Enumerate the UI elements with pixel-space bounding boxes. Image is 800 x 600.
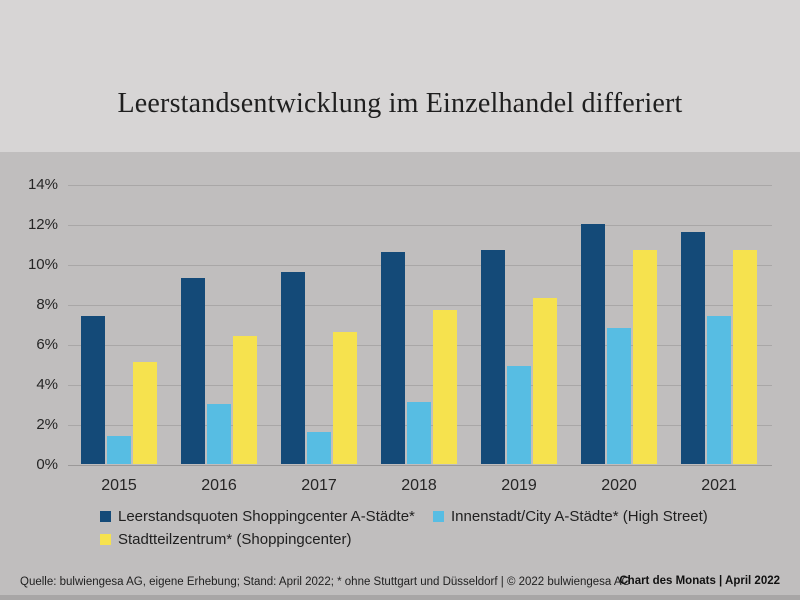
bar-2018-shoppingcenter bbox=[381, 252, 405, 464]
y-axis-tick-label: 0% bbox=[36, 456, 58, 473]
bar-2015-highstreet bbox=[107, 436, 131, 464]
bar-2017-highstreet bbox=[307, 432, 331, 464]
y-axis-tick-label: 8% bbox=[36, 296, 58, 313]
gridline-12% bbox=[68, 225, 772, 226]
bar-2021-highstreet bbox=[707, 316, 731, 464]
bar-2016-highstreet bbox=[207, 404, 231, 464]
gridline-6% bbox=[68, 345, 772, 346]
bar-2018-stadtteilzentrum bbox=[433, 310, 457, 464]
legend-item: Innenstadt/City A-Städte* (High Street) bbox=[433, 508, 708, 525]
bottom-divider bbox=[0, 595, 800, 600]
bar-2020-shoppingcenter bbox=[581, 224, 605, 464]
chart-area: 0% 2% 4% 6% 8% 10% 12% 14% 2015 2016 2017 2018 2019 2… bbox=[0, 152, 800, 595]
bar-2016-stadtteilzentrum bbox=[233, 336, 257, 464]
bar-2019-shoppingcenter bbox=[481, 250, 505, 464]
x-axis-label-2017: 2017 bbox=[301, 477, 337, 494]
gridline-0% bbox=[68, 465, 772, 466]
y-axis-tick-label: 10% bbox=[27, 256, 58, 273]
x-axis-label-2015: 2015 bbox=[101, 477, 137, 494]
y-axis-tick-label: 2% bbox=[36, 416, 58, 433]
bar-2017-shoppingcenter bbox=[281, 272, 305, 464]
bar-2016-shoppingcenter bbox=[181, 278, 205, 464]
legend-label: Innenstadt/City A-Städte* (High Street) bbox=[451, 508, 708, 525]
x-axis-label-2018: 2018 bbox=[401, 477, 437, 494]
legend-label: Stadtteilzentrum* (Shoppingcenter) bbox=[118, 531, 352, 548]
bar-2017-stadtteilzentrum bbox=[333, 332, 357, 464]
legend-item: Leerstandsquoten Shoppingcenter A-Städte… bbox=[100, 508, 415, 525]
legend-swatch bbox=[433, 511, 444, 522]
gridline-10% bbox=[68, 265, 772, 266]
plot-area: 0% 2% 4% 6% 8% 10% 12% 14% 2015 2016 2017 2018 2019 2… bbox=[28, 176, 772, 494]
y-axis-tick-label: 6% bbox=[36, 336, 58, 353]
brand-label: Chart des Monats | April 2022 bbox=[619, 575, 780, 587]
bar-2021-stadtteilzentrum bbox=[733, 250, 757, 464]
legend-item: Stadtteilzentrum* (Shoppingcenter) bbox=[100, 531, 351, 548]
bar-2019-stadtteilzentrum bbox=[533, 298, 557, 464]
y-axis-tick-label: 12% bbox=[27, 216, 58, 233]
header-band: Leerstandsentwicklung im Einzelhandel di… bbox=[0, 0, 800, 152]
x-axis-label-2020: 2020 bbox=[601, 477, 637, 494]
bar-2015-stadtteilzentrum bbox=[133, 362, 157, 464]
bar-2020-stadtteilzentrum bbox=[633, 250, 657, 464]
gridline-14% bbox=[68, 185, 772, 186]
bar-2015-shoppingcenter bbox=[81, 316, 105, 464]
source-note: Quelle: bulwiengesa AG, eigene Erhebung;… bbox=[20, 576, 631, 588]
x-axis-label-2021: 2021 bbox=[701, 477, 737, 494]
x-axis-label-2016: 2016 bbox=[201, 477, 237, 494]
chart-title: Leerstandsentwicklung im Einzelhandel di… bbox=[117, 88, 683, 119]
bar-2020-highstreet bbox=[607, 328, 631, 464]
gridline-8% bbox=[68, 305, 772, 306]
y-axis-tick-label: 4% bbox=[36, 376, 58, 393]
bar-2018-highstreet bbox=[407, 402, 431, 464]
bar-2019-highstreet bbox=[507, 366, 531, 464]
bar-2021-shoppingcenter bbox=[681, 232, 705, 464]
legend-swatch bbox=[100, 534, 111, 545]
legend-label: Leerstandsquoten Shoppingcenter A-Städte… bbox=[118, 508, 415, 525]
gridline-4% bbox=[68, 385, 772, 386]
x-axis-label-2019: 2019 bbox=[501, 477, 537, 494]
legend-swatch bbox=[100, 511, 111, 522]
y-axis-tick-label: 14% bbox=[27, 176, 58, 193]
